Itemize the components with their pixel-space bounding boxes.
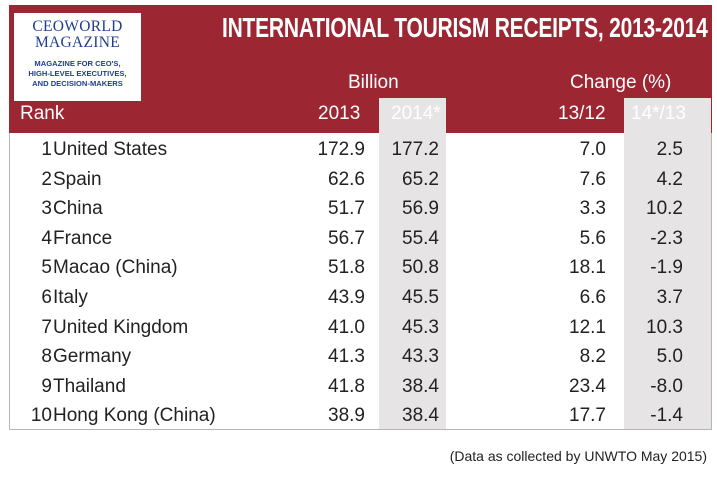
change-13-12-cell: 6.6 [579, 287, 606, 308]
rank-cell: 7 [41, 317, 52, 338]
value-2013-cell: 41.8 [328, 376, 365, 397]
column-header-rank: Rank [20, 103, 65, 124]
change-14-13-cell: -1.4 [650, 405, 683, 426]
change-13-12-cell: 23.4 [569, 376, 606, 397]
change-14-13-cell: 10.3 [646, 317, 683, 338]
group-label-change: Change (%) [570, 72, 672, 93]
country-cell: France [53, 228, 113, 249]
value-2013-cell: 51.8 [328, 257, 365, 278]
rank-cell: 10 [30, 405, 52, 426]
logo-tagline: MAGAZINE FOR CEO'S, HIGH-LEVEL EXECUTIVE… [28, 59, 127, 88]
value-2013-cell: 41.3 [328, 346, 365, 367]
rank-cell: 3 [41, 198, 52, 219]
change-13-12-cell: 18.1 [569, 257, 606, 278]
page-title: INTERNATIONAL TOURISM RECEIPTS, 2013-201… [222, 12, 708, 43]
change-13-12-cell: 12.1 [569, 317, 606, 338]
value-2014-cell: 56.9 [402, 198, 439, 219]
rank-cell: 5 [41, 257, 52, 278]
value-2013-cell: 43.9 [328, 287, 365, 308]
value-2014-cell: 38.4 [402, 376, 439, 397]
change-13-12-cell: 8.2 [579, 346, 606, 367]
value-2013-cell: 41.0 [328, 317, 365, 338]
country-cell: China [53, 198, 103, 219]
value-2014-cell: 65.2 [402, 169, 439, 190]
logo-title: CEOWORLD MAGAZINE [32, 18, 123, 51]
value-2013-cell: 172.9 [317, 139, 365, 160]
column-header-2014: 2014* [391, 103, 441, 124]
table-body [9, 133, 712, 430]
value-2014-cell: 45.5 [402, 287, 439, 308]
column-header-13-12: 13/12 [558, 103, 606, 124]
rank-cell: 4 [41, 228, 52, 249]
value-2014-cell: 43.3 [402, 346, 439, 367]
rank-cell: 8 [41, 346, 52, 367]
change-13-12-cell: 17.7 [569, 405, 606, 426]
column-header-2013: 2013 [318, 103, 361, 124]
country-cell: Germany [53, 346, 132, 367]
country-cell: Spain [53, 169, 102, 190]
value-2014-cell: 55.4 [402, 228, 439, 249]
group-label-billion: Billion [348, 72, 399, 93]
change-13-12-cell: 7.6 [579, 169, 606, 190]
column-header-14-13: 14*/13 [631, 103, 686, 124]
footnote: (Data as collected by UNWTO May 2015) [449, 448, 707, 464]
change-14-13-cell: 3.7 [656, 287, 683, 308]
change-14-13-cell: 10.2 [646, 198, 683, 219]
value-2014-cell: 177.2 [391, 139, 439, 160]
country-cell: Hong Kong (China) [53, 405, 216, 426]
value-2014-cell: 38.4 [402, 405, 439, 426]
country-cell: Macao (China) [53, 257, 178, 278]
change-14-13-cell: -8.0 [650, 376, 683, 397]
rank-cell: 6 [41, 287, 52, 308]
country-cell: Thailand [53, 376, 126, 397]
value-2014-cell: 50.8 [402, 257, 439, 278]
rank-cell: 2 [41, 169, 52, 190]
change-14-13-cell: 2.5 [656, 139, 683, 160]
value-2014-cell: 45.3 [402, 317, 439, 338]
change-14-13-cell: -2.3 [650, 228, 683, 249]
value-2013-cell: 62.6 [328, 169, 365, 190]
country-cell: United States [53, 139, 168, 160]
country-cell: United Kingdom [53, 317, 189, 338]
value-2013-cell: 56.7 [328, 228, 365, 249]
rank-cell: 1 [41, 139, 52, 160]
rank-cell: 9 [41, 376, 52, 397]
country-cell: Italy [53, 287, 88, 308]
ceoworld-logo: CEOWORLD MAGAZINE MAGAZINE FOR CEO'S, HI… [14, 13, 141, 101]
column-14-13-highlight [624, 98, 711, 430]
change-14-13-cell: 5.0 [656, 346, 683, 367]
change-14-13-cell: -1.9 [650, 257, 683, 278]
value-2013-cell: 38.9 [328, 405, 365, 426]
change-13-12-cell: 3.3 [579, 198, 606, 219]
column-2014-highlight [379, 98, 446, 430]
value-2013-cell: 51.7 [328, 198, 365, 219]
change-13-12-cell: 5.6 [579, 228, 606, 249]
change-14-13-cell: 4.2 [656, 169, 683, 190]
change-13-12-cell: 7.0 [579, 139, 606, 160]
